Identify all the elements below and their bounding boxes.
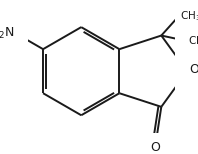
Text: O: O [150, 141, 160, 154]
Text: CH$_3$: CH$_3$ [180, 9, 198, 23]
Text: CH$_3$: CH$_3$ [188, 35, 198, 49]
Text: O: O [189, 63, 198, 76]
Text: H$_2$N: H$_2$N [0, 26, 14, 41]
